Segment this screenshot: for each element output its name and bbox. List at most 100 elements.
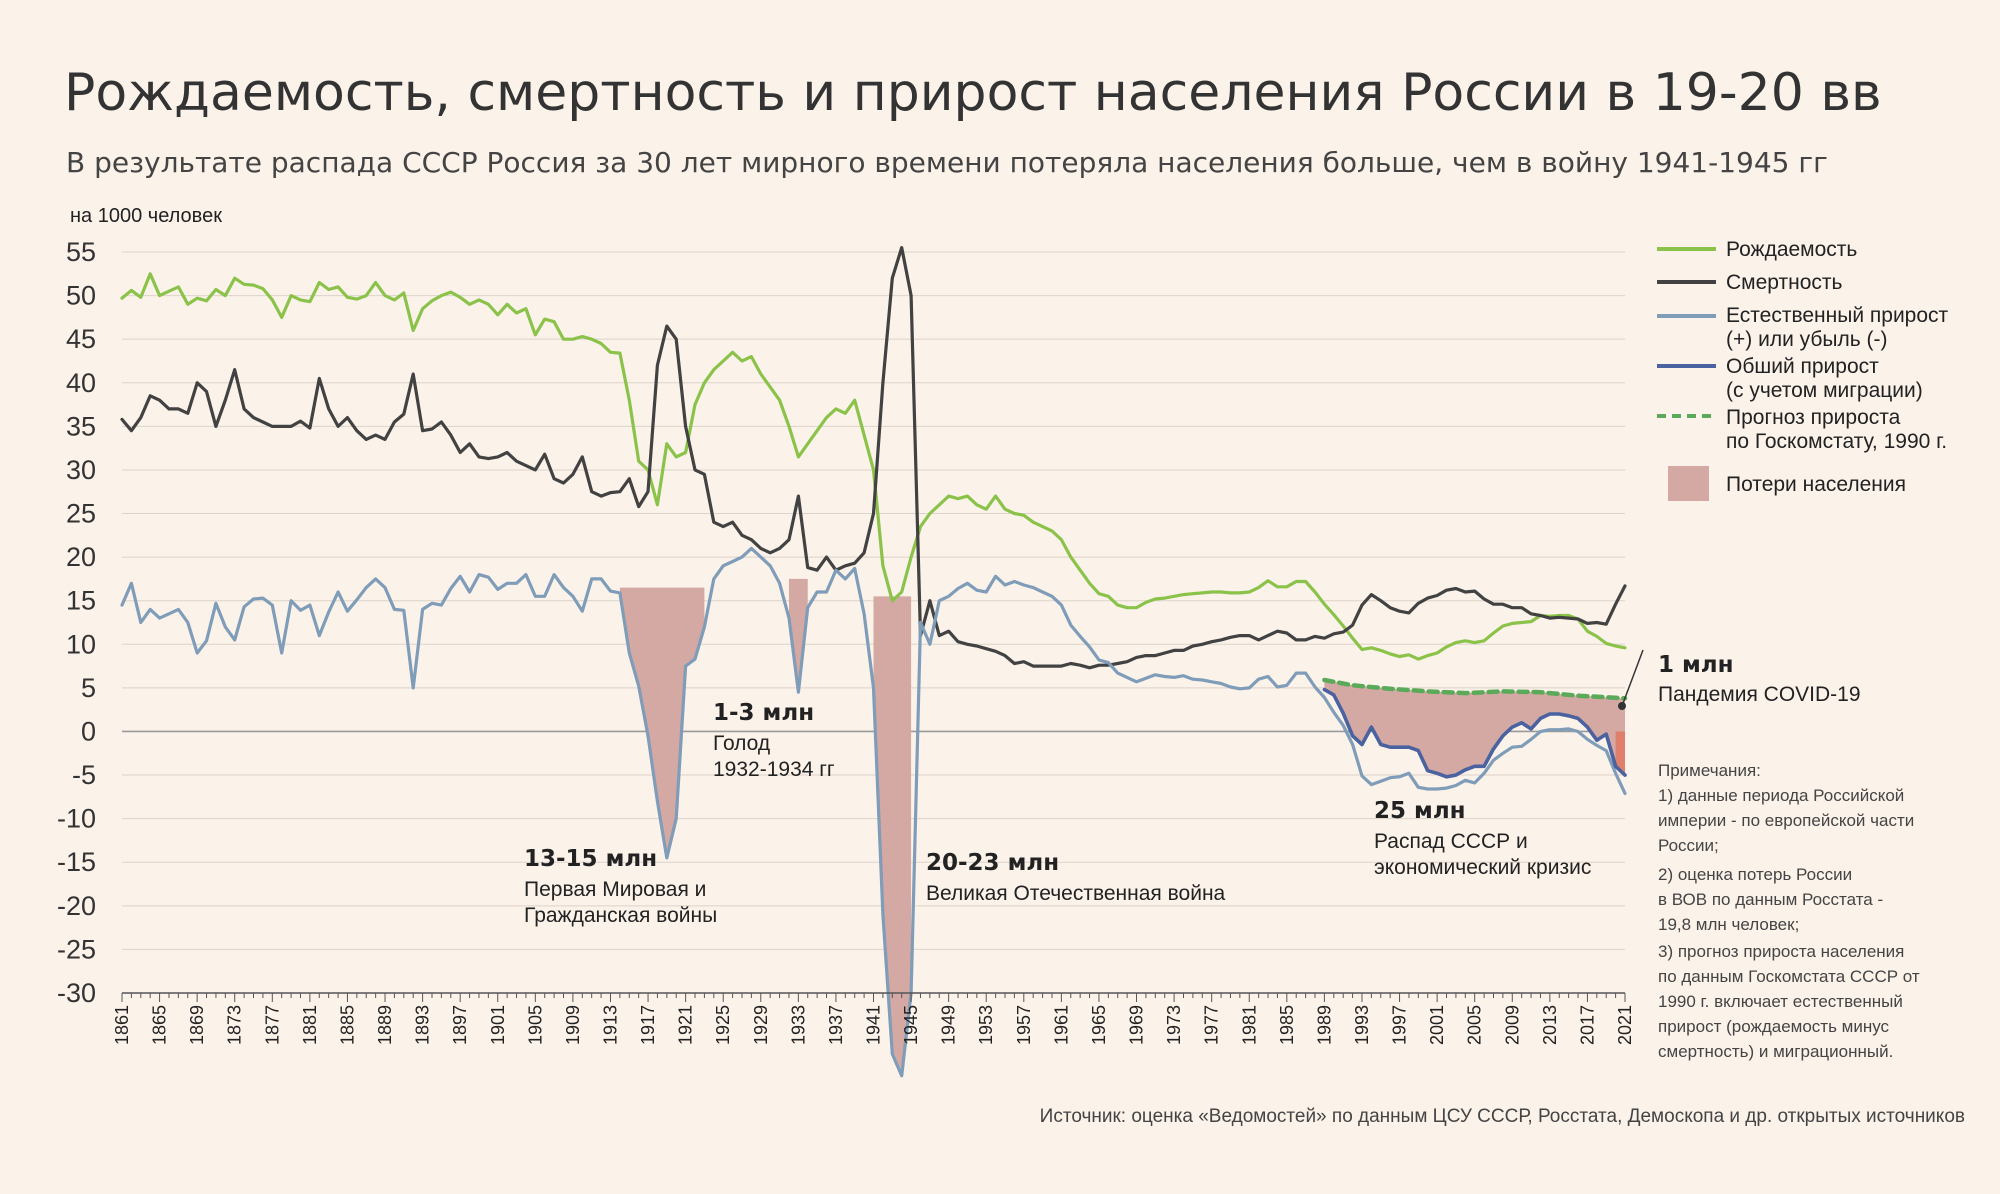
x-tick-label: 1941 <box>864 1005 884 1045</box>
series-line-natural <box>120 546 1627 1078</box>
y-tick-label: -15 <box>57 847 96 877</box>
x-axis: 1861 1865 1869 1873 1877 1881 1885 1889 1893 1897… <box>112 992 1635 1045</box>
loss-areas <box>619 578 1625 1076</box>
note-line-9: 1990 г. включает естественный <box>1658 992 1903 1011</box>
annotation-famine-value: 1-3 млн <box>713 700 814 726</box>
annotation-ww2-text-1: Великая Отечественная война <box>926 882 1226 905</box>
x-tick-label: 1981 <box>1239 1005 1259 1045</box>
annotation-ww1-text-1: Первая Мировая и <box>524 878 706 901</box>
legend-label-natural-1: Естественный прирост <box>1726 304 1949 327</box>
legend-swatch-loss <box>1668 466 1709 501</box>
annotations: 13-15 млн Первая Мировая и Гражданская в… <box>524 652 1861 927</box>
note-line-3: России; <box>1658 836 1719 855</box>
x-tick-label: 1893 <box>413 1005 433 1045</box>
y-tick-label: 30 <box>66 455 96 485</box>
series-line-forecast <box>1322 677 1628 701</box>
x-tick-label: 1869 <box>187 1005 207 1045</box>
y-tick-label: 45 <box>66 324 96 354</box>
loss-area-ww1 <box>619 587 705 858</box>
loss-area-ww2 <box>873 596 912 1076</box>
x-tick-label: 1901 <box>488 1005 508 1045</box>
annotation-ussr-text-2: экономический кризис <box>1374 856 1591 879</box>
series-line-death <box>120 246 1627 670</box>
source-note: Источник: оценка «Ведомостей» по данным … <box>1040 1106 1965 1127</box>
x-tick-label: 1989 <box>1314 1005 1334 1045</box>
annotation-ww1-value: 13-15 млн <box>524 846 657 872</box>
annotation-covid-value: 1 млн <box>1658 652 1734 678</box>
x-tick-label: 1909 <box>563 1005 583 1045</box>
notes: Примечания: 1) данные периода Российской… <box>1658 761 1920 1061</box>
note-line-11: смертность) и миграционный. <box>1658 1042 1893 1061</box>
note-line-4: 2) оценка потерь России <box>1658 865 1852 884</box>
x-tick-label: 2021 <box>1615 1005 1635 1045</box>
y-tick-label: 15 <box>66 586 96 616</box>
loss-area-covid <box>1615 731 1625 776</box>
chart-subtitle: В результате распада СССР Россия за 30 л… <box>66 146 1828 179</box>
x-tick-label: 1917 <box>638 1005 658 1045</box>
y-tick-label: -5 <box>72 760 96 790</box>
x-tick-label: 1933 <box>788 1005 808 1045</box>
covid-leader-line <box>1621 649 1644 707</box>
annotation-ww1-text-2: Гражданская войны <box>524 904 717 927</box>
x-tick-label: 1965 <box>1089 1005 1109 1045</box>
x-tick-label: 1977 <box>1202 1005 1222 1045</box>
x-tick-label: 2005 <box>1465 1005 1485 1045</box>
x-tick-label: 1929 <box>751 1005 771 1045</box>
y-tick-label: 25 <box>66 499 96 529</box>
x-tick-label: 1877 <box>262 1005 282 1045</box>
x-tick-label: 1865 <box>150 1005 170 1045</box>
x-tick-label: 1889 <box>375 1005 395 1045</box>
annotation-famine-text-1: Голод <box>713 732 770 755</box>
y-tick-label: -30 <box>57 978 96 1008</box>
x-tick-label: 1937 <box>826 1005 846 1045</box>
y-axis-unit: на 1000 человек <box>70 205 222 227</box>
x-tick-label: 1885 <box>337 1005 357 1045</box>
y-tick-label: 35 <box>66 411 96 441</box>
x-tick-label: 1881 <box>300 1005 320 1045</box>
note-line-1: 1) данные периода Российской <box>1658 786 1904 805</box>
x-tick-label: 2017 <box>1577 1005 1597 1045</box>
x-tick-label: 1969 <box>1127 1005 1147 1045</box>
legend-label-natural-2: (+) или убыль (-) <box>1726 328 1888 351</box>
loss-area-ussr-collapse <box>1324 680 1625 777</box>
x-tick-label: 1861 <box>112 1005 132 1045</box>
x-tick-label: 1993 <box>1352 1005 1372 1045</box>
chart-title: Рождаемость, смертность и прирост населе… <box>64 63 1882 123</box>
x-tick-label: 1961 <box>1051 1005 1071 1045</box>
x-tick-label: 1957 <box>1014 1005 1034 1045</box>
x-tick-label: 1897 <box>450 1005 470 1045</box>
note-line-10: прирост (рождаемость минус <box>1658 1017 1890 1036</box>
x-tick-label: 2013 <box>1540 1005 1560 1045</box>
y-tick-label: -25 <box>57 934 96 964</box>
annotation-covid-text-1: Пандемия COVID-19 <box>1658 683 1861 706</box>
x-tick-label: 1925 <box>713 1005 733 1045</box>
note-line-5: в ВОВ по данным Росстата - <box>1658 890 1883 909</box>
y-tick-label: 20 <box>66 542 96 572</box>
series-lines <box>120 246 1628 1078</box>
y-tick-label: 50 <box>66 281 96 311</box>
x-tick-label: 1873 <box>225 1005 245 1045</box>
note-line-8: по данным Госкомстата СССР от <box>1658 967 1920 986</box>
legend-label-birth: Рождаемость <box>1726 238 1857 261</box>
y-tick-label: 55 <box>66 237 96 267</box>
legend-label-death: Смертность <box>1726 271 1843 294</box>
annotation-ussr-value: 25 млн <box>1374 798 1466 824</box>
x-tick-label: 1913 <box>600 1005 620 1045</box>
x-tick-label: 1949 <box>939 1005 959 1045</box>
x-tick-label: 1945 <box>901 1005 921 1045</box>
legend: Рождаемость Смертность Естественный прир… <box>1657 238 1949 501</box>
note-line-0: Примечания: <box>1658 761 1761 780</box>
y-tick-label: -10 <box>57 804 96 834</box>
x-tick-label: 1953 <box>976 1005 996 1045</box>
y-tick-label: 0 <box>81 716 96 746</box>
annotation-ussr-text-1: Распад СССР и <box>1374 830 1528 853</box>
x-tick-label: 1973 <box>1164 1005 1184 1045</box>
y-tick-label: 40 <box>66 368 96 398</box>
y-tick-label: -20 <box>57 891 96 921</box>
note-line-2: империи - по европейской части <box>1658 811 1914 830</box>
x-tick-label: 1921 <box>676 1005 696 1045</box>
series-line-total <box>1322 687 1627 779</box>
legend-label-total-2: (с учетом миграции) <box>1726 379 1923 402</box>
y-tick-label: 5 <box>81 673 96 703</box>
x-tick-label: 1905 <box>525 1005 545 1045</box>
